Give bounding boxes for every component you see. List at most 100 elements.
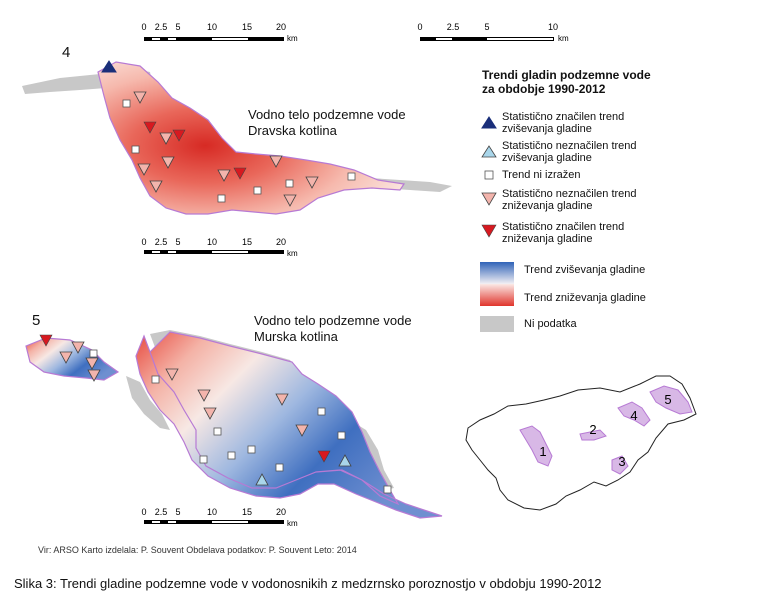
murska-kotlina-map bbox=[25, 330, 443, 519]
legend-ramp-falling bbox=[480, 284, 514, 306]
triangle-up-light-blue-icon bbox=[338, 454, 352, 467]
triangle-down-light-red-icon bbox=[149, 180, 163, 193]
dravska-label-line2: Dravska kotlina bbox=[248, 123, 337, 138]
legend-title-line2: za obdobje 1990-2012 bbox=[482, 82, 606, 96]
square-white-icon bbox=[213, 427, 222, 436]
triangle-down-light-red-icon bbox=[59, 351, 73, 364]
legend-ramp-rising-label: Trend zviševanja gladine bbox=[524, 264, 646, 276]
scalebar-bottom: 0 2.5 5 10 15 20 km bbox=[141, 507, 298, 528]
dravska-label-line1: Vodno telo podzemne vode bbox=[248, 107, 406, 122]
scalebar-tick: 10 bbox=[207, 237, 217, 247]
triangle-down-light-red-icon bbox=[165, 368, 179, 381]
scalebar-tick: 20 bbox=[276, 22, 286, 32]
murska-label: Vodno telo podzemne vode Murska kotlina bbox=[254, 313, 412, 345]
scalebar-tick: 5 bbox=[175, 22, 180, 32]
scalebar-tick: 15 bbox=[242, 237, 252, 247]
inset-label: 5 bbox=[664, 392, 671, 407]
triangle-down-light-red-icon bbox=[197, 389, 211, 402]
dravska-aquifer bbox=[97, 61, 406, 215]
scalebar-unit: km bbox=[558, 34, 569, 43]
triangle-down-red-icon bbox=[317, 450, 331, 463]
square-white-icon bbox=[131, 145, 140, 154]
triangle-up-light-blue-icon bbox=[255, 473, 269, 486]
murska-label-line2: Murska kotlina bbox=[254, 329, 338, 344]
dravska-kotlina-map bbox=[22, 61, 452, 215]
triangle-up-light-blue-icon bbox=[481, 145, 497, 158]
murska-aquifer-main bbox=[135, 331, 443, 519]
legend-item-line1: Statistično neznačilen trend bbox=[502, 188, 637, 200]
scalebar-tick: 15 bbox=[242, 22, 252, 32]
triangle-up-dark-blue-icon bbox=[101, 60, 117, 73]
scalebar-tick: 2.5 bbox=[447, 22, 460, 32]
scalebar-tick: 10 bbox=[548, 22, 558, 32]
scalebar-tick: 0 bbox=[141, 237, 146, 247]
legend-item-line2: zviševanja gladine bbox=[502, 123, 592, 135]
scalebar-tick: 2.5 bbox=[155, 22, 168, 32]
square-white-icon bbox=[253, 186, 262, 195]
triangle-down-red-icon bbox=[39, 334, 53, 347]
legend-item: Statistično neznačilen trend zniževanja g… bbox=[502, 188, 672, 212]
legend-item-line1: Statistično značilen trend bbox=[502, 111, 625, 123]
scalebar-tick: 5 bbox=[175, 237, 180, 247]
dravska-stations bbox=[101, 60, 356, 207]
scalebar-tick: 0 bbox=[141, 507, 146, 517]
legend-no-data-swatch bbox=[480, 316, 514, 332]
inset-aquifer-4 bbox=[617, 401, 651, 427]
triangle-down-light-red-icon bbox=[87, 369, 101, 382]
triangle-down-light-red-icon bbox=[269, 155, 283, 168]
inset-aquifer-2 bbox=[579, 429, 607, 441]
square-white-icon bbox=[285, 179, 294, 188]
legend-item: Statistično značilen trend zniževanja gla… bbox=[502, 221, 672, 245]
legend-item: Statistično neznačilen trend zviševanja g… bbox=[502, 140, 672, 164]
figure-caption: Slika 3: Trendi gladine podzemne vode v … bbox=[14, 576, 602, 591]
region-number-5: 5 bbox=[32, 312, 41, 329]
legend-title-line1: Trendi gladin podzemne vode bbox=[482, 68, 651, 82]
square-white-icon bbox=[199, 455, 208, 464]
square-white-icon bbox=[151, 375, 160, 384]
inset-label: 2 bbox=[589, 422, 596, 437]
square-white-icon bbox=[275, 463, 284, 472]
scalebar-tick: 0 bbox=[417, 22, 422, 32]
scalebar-tick: 2.5 bbox=[155, 507, 168, 517]
scalebar-tick: 10 bbox=[207, 507, 217, 517]
scalebar-tick: 10 bbox=[207, 22, 217, 32]
inset-label: 3 bbox=[618, 454, 625, 469]
scalebar-tick: 20 bbox=[276, 507, 286, 517]
scalebar-middle: 0 2.5 5 10 15 20 km bbox=[141, 237, 298, 258]
scalebar-tick: 5 bbox=[175, 507, 180, 517]
triangle-down-light-red-icon bbox=[283, 194, 297, 207]
square-white-icon bbox=[217, 194, 226, 203]
source-credit: Vir: ARSO Karto izdelala: P. Souvent Obd… bbox=[38, 545, 357, 555]
triangle-down-light-red-icon bbox=[85, 357, 99, 370]
triangle-down-red-icon bbox=[143, 121, 157, 134]
no-data-area bbox=[126, 376, 170, 430]
square-white-icon bbox=[227, 451, 236, 460]
triangle-down-light-red-icon bbox=[159, 132, 173, 145]
scalebar-top-left: 0 2.5 5 10 15 20 km bbox=[141, 22, 298, 43]
square-white-icon bbox=[122, 99, 131, 108]
triangle-down-light-red-icon bbox=[275, 393, 289, 406]
scalebar-unit: km bbox=[287, 519, 298, 528]
legend-symbols bbox=[480, 116, 514, 332]
inset-label: 1 bbox=[539, 444, 546, 459]
triangle-down-red-icon bbox=[172, 129, 186, 142]
inset-aquifer-3 bbox=[611, 455, 629, 475]
legend-ramp-falling-label: Trend zniževanja gladine bbox=[524, 292, 646, 304]
legend-item: Statistično značilen trend zviševanja gla… bbox=[502, 111, 672, 135]
scalebar-tick: 20 bbox=[276, 237, 286, 247]
triangle-down-light-red-icon bbox=[161, 156, 175, 169]
scalebar-top-right: 0 2.5 5 10 km bbox=[417, 22, 569, 43]
legend-item: Trend ni izražen bbox=[502, 169, 672, 181]
legend-title: Trendi gladin podzemne vode za obdobje 1… bbox=[482, 68, 722, 96]
scalebar-unit: km bbox=[287, 249, 298, 258]
legend-item-line1: Trend ni izražen bbox=[502, 169, 581, 181]
legend-item-line1: Statistično značilen trend bbox=[502, 221, 625, 233]
triangle-down-light-red-icon bbox=[217, 169, 231, 182]
scalebar-tick: 2.5 bbox=[155, 237, 168, 247]
inset-aquifer-5 bbox=[649, 385, 693, 415]
inset-label: 4 bbox=[630, 408, 637, 423]
legend-item-line2: zniževanja gladine bbox=[502, 233, 593, 245]
square-white-icon bbox=[317, 407, 326, 416]
triangle-down-light-red-icon bbox=[295, 424, 309, 437]
